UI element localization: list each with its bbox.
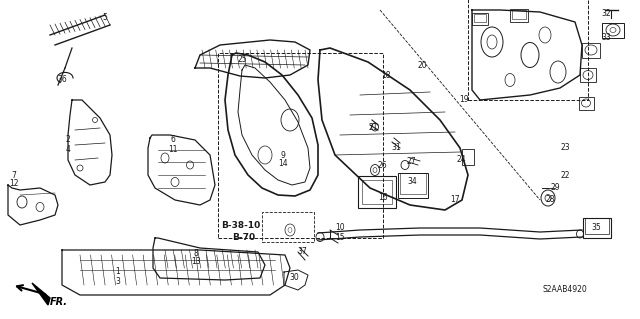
Bar: [510, 9, 528, 22]
Text: 28: 28: [545, 196, 555, 204]
Text: 33: 33: [601, 33, 611, 42]
Text: 14: 14: [278, 160, 288, 168]
Text: 21: 21: [368, 123, 378, 132]
Text: 25: 25: [237, 56, 247, 64]
Text: 9: 9: [280, 151, 285, 160]
Text: 30: 30: [289, 273, 299, 283]
Text: 11: 11: [168, 145, 178, 153]
Text: B-38-10: B-38-10: [221, 220, 260, 229]
Text: 3: 3: [116, 277, 120, 286]
Text: 31: 31: [391, 144, 401, 152]
Bar: [262, 212, 314, 242]
Bar: [462, 149, 474, 165]
Bar: [583, 218, 611, 238]
Text: B-70: B-70: [232, 233, 255, 241]
Text: FR.: FR.: [50, 297, 68, 307]
Text: 5: 5: [102, 13, 108, 23]
Text: 12: 12: [9, 180, 19, 189]
Text: 24: 24: [456, 155, 466, 165]
Text: 16: 16: [378, 194, 388, 203]
Text: S2AAB4920: S2AAB4920: [543, 286, 588, 294]
Text: 34: 34: [407, 177, 417, 187]
Text: 20: 20: [417, 62, 427, 70]
Text: 4: 4: [65, 145, 70, 153]
Text: 1: 1: [116, 268, 120, 277]
Text: 8: 8: [194, 249, 198, 257]
Bar: [512, 10, 526, 19]
Bar: [400, 173, 426, 194]
Bar: [358, 176, 396, 208]
Bar: [474, 14, 486, 22]
Bar: [580, 68, 596, 82]
Polygon shape: [32, 283, 50, 305]
Text: 23: 23: [560, 144, 570, 152]
Text: 7: 7: [12, 170, 17, 180]
Bar: [218, 53, 383, 238]
Text: 29: 29: [550, 183, 560, 192]
Text: 15: 15: [335, 233, 345, 241]
Text: 22: 22: [560, 170, 570, 180]
Text: 37: 37: [297, 248, 307, 256]
Bar: [602, 23, 624, 38]
Text: 6: 6: [171, 136, 175, 145]
Bar: [582, 43, 600, 58]
Text: 2: 2: [66, 136, 70, 145]
Text: 26: 26: [377, 160, 387, 169]
Text: 32: 32: [601, 9, 611, 18]
Bar: [398, 173, 428, 198]
Text: 35: 35: [591, 224, 601, 233]
Text: 10: 10: [335, 224, 345, 233]
Text: 19: 19: [459, 95, 469, 105]
Bar: [362, 180, 392, 204]
Text: 36: 36: [57, 76, 67, 85]
Bar: [472, 13, 488, 25]
Text: 17: 17: [450, 196, 460, 204]
Bar: [579, 97, 594, 110]
Text: 27: 27: [406, 158, 416, 167]
Text: 18: 18: [381, 70, 391, 79]
Bar: [585, 218, 609, 234]
Text: 13: 13: [191, 257, 201, 266]
Bar: [468, 0, 588, 100]
